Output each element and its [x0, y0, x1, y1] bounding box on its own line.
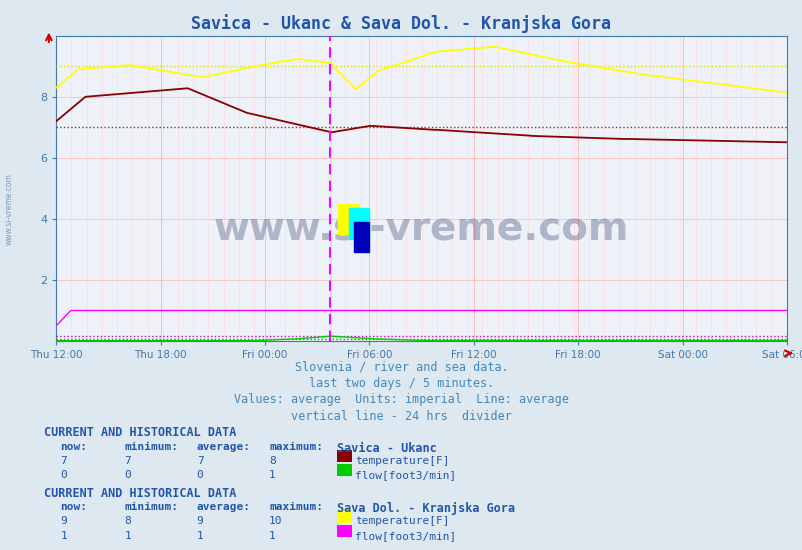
Text: CURRENT AND HISTORICAL DATA: CURRENT AND HISTORICAL DATA — [44, 426, 237, 439]
Text: www.si-vreme.com: www.si-vreme.com — [213, 209, 629, 247]
Text: minimum:: minimum: — [124, 442, 178, 452]
Text: 0: 0 — [196, 470, 203, 480]
Text: average:: average: — [196, 502, 250, 512]
Text: Slovenia / river and sea data.: Slovenia / river and sea data. — [294, 360, 508, 373]
Text: 0: 0 — [60, 470, 67, 480]
Text: 9: 9 — [60, 516, 67, 526]
Text: 1: 1 — [124, 531, 131, 541]
Text: now:: now: — [60, 502, 87, 512]
Text: Savica - Ukanc & Sava Dol. - Kranjska Gora: Savica - Ukanc & Sava Dol. - Kranjska Go… — [191, 14, 611, 33]
Text: 10: 10 — [269, 516, 282, 526]
Text: Savica - Ukanc: Savica - Ukanc — [337, 442, 436, 455]
Text: Values: average  Units: imperial  Line: average: Values: average Units: imperial Line: av… — [233, 393, 569, 406]
Text: 0: 0 — [124, 470, 131, 480]
Bar — [348, 208, 368, 239]
Text: 1: 1 — [269, 531, 275, 541]
Text: flow[foot3/min]: flow[foot3/min] — [354, 531, 456, 541]
Text: 7: 7 — [196, 456, 203, 466]
Text: 8: 8 — [124, 516, 131, 526]
Text: minimum:: minimum: — [124, 502, 178, 512]
Text: temperature[F]: temperature[F] — [354, 516, 449, 526]
Text: maximum:: maximum: — [269, 502, 322, 512]
Text: 9: 9 — [196, 516, 203, 526]
Text: 7: 7 — [60, 456, 67, 466]
Text: 1: 1 — [196, 531, 203, 541]
Text: 8: 8 — [269, 456, 275, 466]
Text: 7: 7 — [124, 456, 131, 466]
Text: average:: average: — [196, 442, 250, 452]
Text: last two days / 5 minutes.: last two days / 5 minutes. — [309, 377, 493, 390]
Bar — [338, 204, 358, 234]
Text: CURRENT AND HISTORICAL DATA: CURRENT AND HISTORICAL DATA — [44, 487, 237, 500]
Text: www.si-vreme.com: www.si-vreme.com — [5, 173, 14, 245]
Text: maximum:: maximum: — [269, 442, 322, 452]
Text: temperature[F]: temperature[F] — [354, 456, 449, 466]
Text: flow[foot3/min]: flow[foot3/min] — [354, 470, 456, 480]
Bar — [354, 222, 368, 252]
Text: 1: 1 — [269, 470, 275, 480]
Text: 1: 1 — [60, 531, 67, 541]
Text: Sava Dol. - Kranjska Gora: Sava Dol. - Kranjska Gora — [337, 502, 515, 515]
Text: vertical line - 24 hrs  divider: vertical line - 24 hrs divider — [290, 410, 512, 423]
Text: now:: now: — [60, 442, 87, 452]
